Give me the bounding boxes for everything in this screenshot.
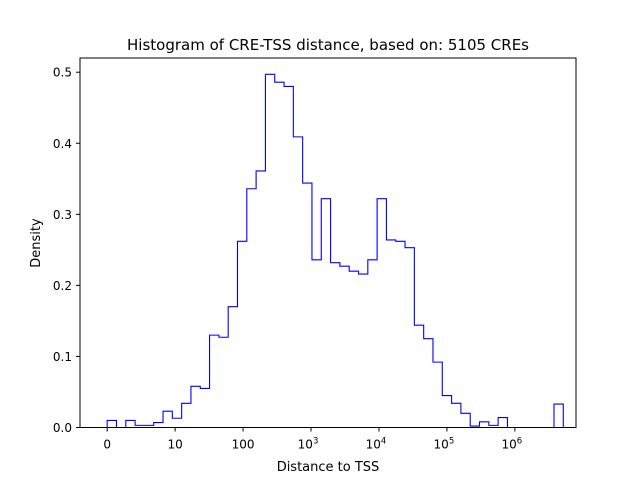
x-tick-exponent: 5: [449, 437, 454, 447]
x-tick-label: 100: [232, 438, 255, 452]
histogram-step-line: [106, 73, 564, 429]
x-tick-base: 10: [366, 438, 381, 452]
x-tick-base: 0: [103, 438, 111, 452]
x-tick-base: 10: [167, 438, 182, 452]
x-tick-base: 10: [298, 438, 313, 452]
x-tick-base: 100: [232, 438, 255, 452]
chart-title: Histogram of CRE-TSS distance, based on:…: [127, 36, 529, 54]
x-tick-exponent: 6: [517, 437, 522, 447]
y-tick-label: 0.2: [53, 279, 72, 293]
x-tick-label: 10: [167, 438, 182, 452]
y-tick-label: 0.5: [53, 66, 72, 80]
x-tick-base: 10: [434, 438, 449, 452]
plot-area-frame: [79, 57, 577, 428]
x-tick-base: 10: [501, 438, 516, 452]
y-axis-label: Density: [29, 218, 44, 268]
y-tick-label: 0.0: [53, 421, 72, 435]
x-tick-exponent: 3: [313, 437, 318, 447]
x-tick-label: 106: [501, 437, 522, 452]
x-tick-label: 105: [434, 437, 455, 452]
y-axis-ticks: 0.0 0.1 0.2 0.3 0.4 0.5: [53, 66, 80, 435]
x-tick-label: 0: [103, 438, 111, 452]
x-axis-label: Distance to TSS: [277, 460, 380, 475]
x-tick-label: 103: [298, 437, 319, 452]
x-tick-exponent: 4: [381, 437, 386, 447]
y-tick-label: 0.1: [53, 350, 72, 364]
y-tick-label: 0.4: [53, 137, 72, 151]
x-axis-ticks: 0 10 100 103 104 105 106: [103, 427, 522, 452]
y-tick-label: 0.3: [53, 208, 72, 222]
x-tick-label: 104: [366, 437, 387, 452]
